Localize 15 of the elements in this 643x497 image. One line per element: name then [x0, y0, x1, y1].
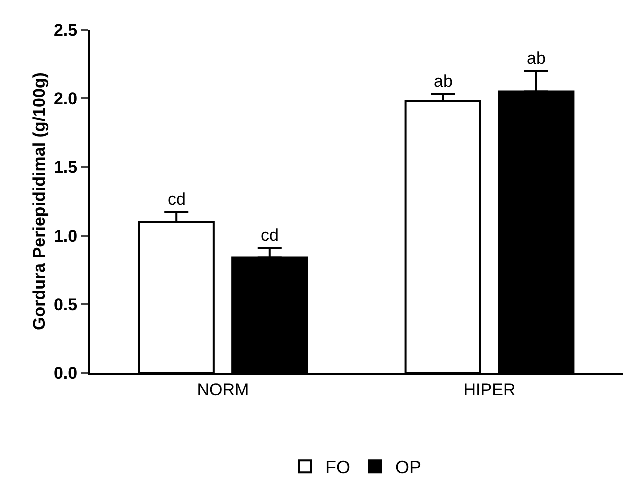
y-tick-label: 1.0: [54, 226, 78, 246]
y-tick-label: 0.0: [54, 364, 78, 383]
legend-label: FO: [326, 458, 350, 478]
y-tick-label: 2.0: [54, 90, 78, 109]
annotation: ab: [527, 49, 546, 68]
annotation: ab: [434, 72, 453, 91]
annotation: cd: [261, 226, 279, 245]
y-axis-title: Gordura Periepididimal (g/100g): [30, 72, 49, 330]
y-tick-label: 1.5: [54, 158, 78, 178]
legend-label: OP: [396, 458, 422, 478]
y-tick-label: 2.5: [54, 20, 78, 40]
x-tick-label: HIPER: [464, 380, 516, 400]
y-tick-label: 0.5: [54, 295, 78, 314]
annotation: cd: [168, 190, 186, 209]
x-tick-label: NORM: [197, 380, 250, 400]
